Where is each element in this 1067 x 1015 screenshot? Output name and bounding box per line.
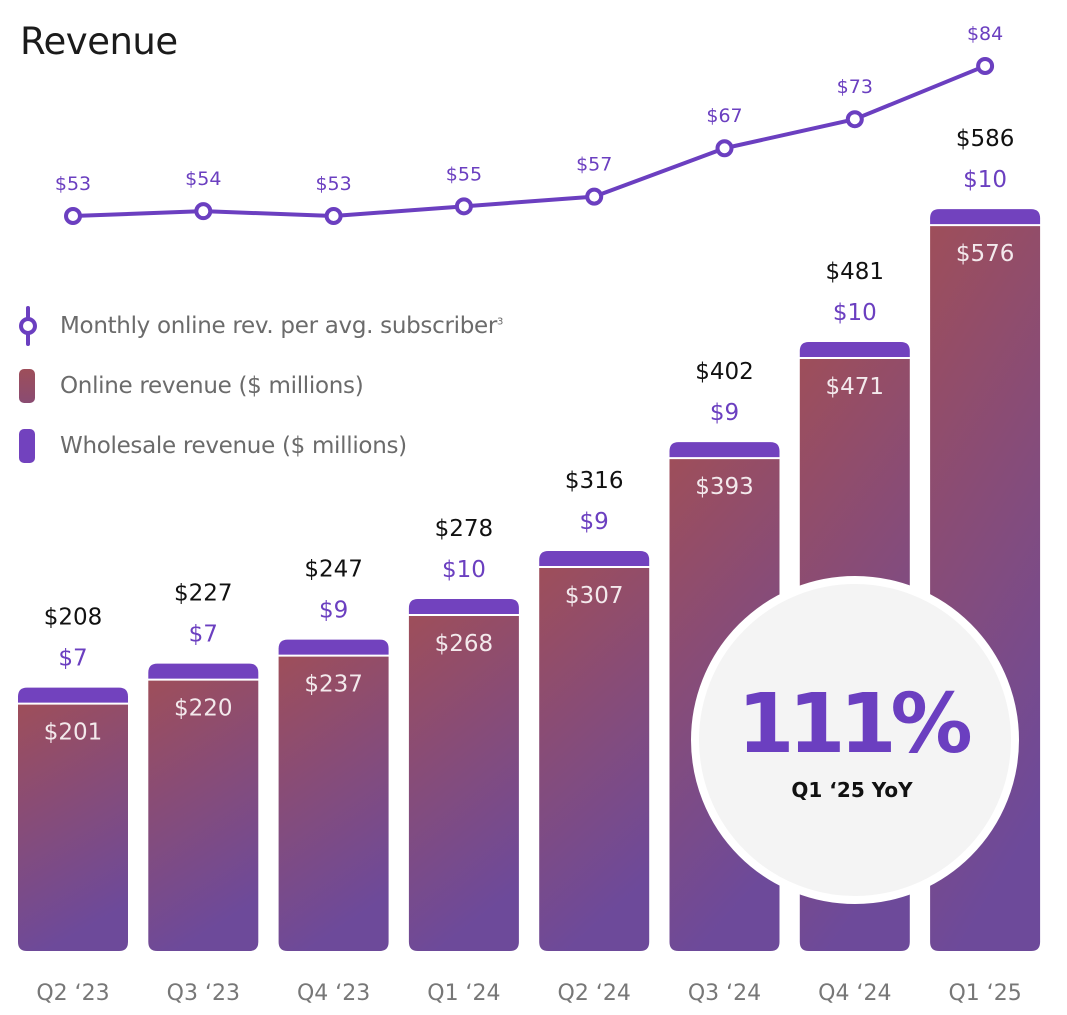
total-value-label: $208 bbox=[44, 605, 103, 631]
online-value-label: $237 bbox=[304, 672, 363, 698]
wholesale-bar bbox=[539, 550, 650, 566]
x-tick-label: Q4 ‘23 bbox=[297, 981, 370, 1006]
online-value-label: $268 bbox=[435, 631, 494, 657]
legend-superscript: 3 bbox=[497, 316, 504, 328]
x-tick-label: Q3 ‘24 bbox=[688, 981, 761, 1006]
line-layer: $53 $54 $53 $55 $57 $67 $73 $84 bbox=[55, 23, 1003, 225]
callout-value: 111% bbox=[737, 677, 970, 772]
online-value-label: $471 bbox=[826, 374, 885, 400]
online-value-label: $576 bbox=[956, 241, 1015, 267]
wholesale-value-label: $7 bbox=[189, 622, 218, 648]
wholesale-value-label: $7 bbox=[58, 646, 87, 672]
wholesale-value-label: $9 bbox=[580, 509, 609, 535]
callout: 111% Q1 ‘25 YoY bbox=[691, 576, 1019, 904]
line-point bbox=[585, 187, 604, 206]
wholesale-value-label: $10 bbox=[442, 557, 486, 583]
total-value-label: $586 bbox=[956, 126, 1015, 152]
x-tick-label: Q1 ‘24 bbox=[427, 981, 500, 1006]
online-value-label: $307 bbox=[565, 583, 624, 609]
online-bar bbox=[539, 567, 650, 951]
line-point bbox=[454, 197, 473, 216]
online-swatch bbox=[19, 369, 35, 403]
line-value-label: $53 bbox=[315, 173, 351, 195]
wholesale-value-label: $9 bbox=[319, 598, 348, 624]
online-value-label: $201 bbox=[44, 720, 103, 746]
x-tick-label: Q3 ‘23 bbox=[167, 981, 240, 1006]
total-value-label: $316 bbox=[565, 468, 624, 494]
online-value-label: $220 bbox=[174, 696, 233, 722]
online-bar bbox=[278, 656, 389, 951]
legend-label-wholesale: Wholesale revenue ($ millions) bbox=[60, 433, 407, 459]
line-point bbox=[715, 139, 734, 158]
total-value-label: $402 bbox=[695, 359, 754, 385]
wholesale-value-label: $10 bbox=[963, 167, 1007, 193]
line-value-label: $57 bbox=[576, 154, 612, 176]
x-axis: Q2 ‘23 Q3 ‘23 Q4 ‘23 Q1 ‘24 Q2 ‘24 Q3 ‘24 Q4 ‘… bbox=[36, 981, 1021, 1006]
x-tick-label: Q2 ‘23 bbox=[36, 981, 109, 1006]
online-bar bbox=[148, 680, 259, 951]
line-value-label: $84 bbox=[967, 23, 1003, 45]
total-value-label: $278 bbox=[435, 516, 494, 542]
wholesale-bar bbox=[799, 342, 910, 358]
wholesale-bar bbox=[148, 663, 259, 679]
total-value-label: $247 bbox=[304, 557, 363, 583]
total-value-label: $227 bbox=[174, 581, 233, 607]
chart-title: Revenue bbox=[20, 20, 178, 63]
line-point bbox=[324, 207, 343, 225]
x-tick-label: Q4 ‘24 bbox=[818, 981, 891, 1006]
legend-label-online: Online revenue ($ millions) bbox=[60, 373, 364, 399]
wholesale-bar bbox=[669, 442, 780, 458]
total-value-label: $481 bbox=[826, 259, 885, 285]
callout-label: Q1 ‘25 YoY bbox=[791, 778, 913, 802]
wholesale-value-label: $9 bbox=[710, 400, 739, 426]
line-value-label: $53 bbox=[55, 173, 91, 195]
callout-circle bbox=[691, 576, 1019, 904]
wholesale-swatch bbox=[19, 429, 35, 463]
line-point bbox=[976, 56, 995, 75]
line-value-label: $73 bbox=[837, 76, 873, 98]
line-point bbox=[845, 110, 864, 129]
line-point bbox=[64, 207, 82, 225]
line-value-label: $54 bbox=[185, 168, 221, 190]
line-value-label: $67 bbox=[706, 105, 742, 127]
legend-label-subscriber-rev: Monthly online rev. per avg. subscriber bbox=[60, 313, 498, 339]
wholesale-bar bbox=[408, 599, 519, 615]
subscriber-rev-line bbox=[72, 64, 986, 218]
wholesale-bar bbox=[18, 687, 128, 703]
online-bar bbox=[408, 616, 519, 951]
x-tick-label: Q2 ‘24 bbox=[558, 981, 631, 1006]
online-value-label: $393 bbox=[695, 474, 754, 500]
line-value-label: $55 bbox=[446, 163, 482, 185]
wholesale-value-label: $10 bbox=[833, 300, 877, 326]
wholesale-bar bbox=[930, 209, 1041, 225]
online-bar bbox=[18, 704, 128, 951]
x-tick-label: Q1 ‘25 bbox=[948, 981, 1021, 1006]
line-marker-icon bbox=[19, 306, 37, 346]
wholesale-bar bbox=[278, 639, 389, 655]
line-point bbox=[194, 202, 213, 221]
